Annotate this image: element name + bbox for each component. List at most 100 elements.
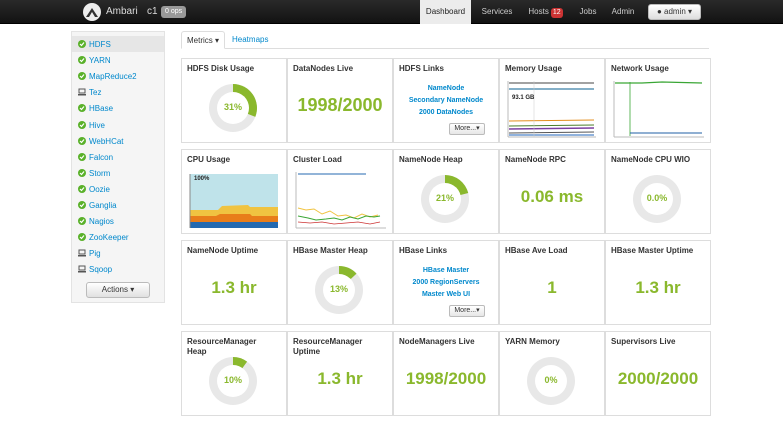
pie-percent-label: 0.0% [646, 193, 668, 203]
sidebar-item-webhcat[interactable]: WebHCat [72, 133, 164, 149]
sidebar-item-mapreduce2[interactable]: MapReduce2 [72, 68, 164, 84]
link-secondary-namenode[interactable]: Secondary NameNode [408, 97, 484, 104]
user-menu-button[interactable]: ● admin ▾ [648, 4, 701, 20]
widget-resourcemanager-uptime[interactable]: ResourceManager Uptime 1.3 hr [287, 331, 393, 416]
nav-tab-dashboard[interactable]: Dashboard [420, 0, 471, 24]
sidebar-item-hbase[interactable]: HBase [72, 100, 164, 116]
widget-cluster-load[interactable]: Cluster Load [287, 149, 393, 234]
widget-yarn-memory[interactable]: YARN Memory 0% [499, 331, 605, 416]
widget-title: YARN Memory [505, 337, 560, 346]
sidebar-item-label: Nagios [89, 217, 114, 227]
sidebar-item-yarn[interactable]: YARN [72, 52, 164, 68]
widget-title: Memory Usage [505, 64, 562, 73]
user-icon: ● [656, 7, 662, 16]
pie-percent-label: 21% [435, 193, 454, 203]
widget-hdfs-links[interactable]: HDFS Links NameNode Secondary NameNode 2… [393, 58, 499, 143]
widget-cpu-usage[interactable]: CPU Usage 100% [181, 149, 287, 234]
widget-nodemanagers-live[interactable]: NodeManagers Live 1998/2000 [393, 331, 499, 416]
nav-tab-jobs[interactable]: Jobs [579, 7, 597, 16]
pie-percent-label: 31% [223, 102, 242, 112]
sidebar-item-hive[interactable]: Hive [72, 117, 164, 133]
pie-percent-label: 13% [329, 284, 348, 294]
check-circle-icon [78, 152, 86, 161]
widget-namenode-uptime[interactable]: NameNode Uptime 1.3 hr [181, 240, 287, 325]
memory-usage-chart [507, 81, 596, 138]
namenode-uptime-value: 1.3 hr [211, 278, 257, 297]
check-circle-icon [78, 40, 86, 48]
sidebar-item-label: HBase [89, 104, 114, 114]
resourcemanager-uptime-value: 1.3 hr [317, 369, 363, 388]
hbase-master-uptime-value: 1.3 hr [635, 278, 681, 297]
widget-supervisors-live[interactable]: Supervisors Live 2000/2000 [605, 331, 711, 416]
check-circle-icon [78, 217, 86, 226]
tab-metrics[interactable]: Metrics ▾ [181, 31, 226, 49]
pie-percent-label: 0% [544, 375, 558, 385]
actions-button[interactable]: Actions ▾ [86, 282, 150, 298]
tabs-divider [181, 48, 709, 49]
cpu-usage-annotation: 100% [194, 176, 210, 182]
namenode-cpu-wio-pie: 0.0% [632, 174, 682, 224]
link-regionservers[interactable]: 2000 RegionServers [412, 279, 480, 286]
link-master-web-ui[interactable]: Master Web UI [421, 291, 471, 298]
brand-name[interactable]: Ambari [106, 6, 138, 17]
sidebar-item-tez[interactable]: Tez [72, 84, 164, 100]
background-ops-badge[interactable]: 0 ops [161, 6, 187, 18]
caret-down-icon: ▾ [130, 285, 135, 294]
link-namenode[interactable]: NameNode [427, 85, 465, 92]
widget-hbase-ave-load[interactable]: HBase Ave Load 1 [499, 240, 605, 325]
widget-title: DataNodes Live [293, 64, 354, 73]
sidebar-item-label: ZooKeeper [89, 233, 129, 243]
sidebar-item-hdfs[interactable]: HDFS [72, 36, 164, 52]
widget-datanodes-live[interactable]: DataNodes Live 1998/2000 [287, 58, 393, 143]
sidebar-item-label: Tez [89, 88, 102, 98]
check-circle-icon [78, 56, 86, 65]
more-button[interactable]: More...▾ [449, 305, 485, 317]
link-hbase-master[interactable]: HBase Master [422, 267, 470, 274]
sidebar-item-pig[interactable]: Pig [72, 245, 164, 261]
sidebar-item-label: WebHCat [89, 136, 124, 146]
widget-title: HBase Master Heap [293, 246, 368, 255]
widget-memory-usage[interactable]: Memory Usage 93.1 GB [499, 58, 605, 143]
sidebar-item-label: Falcon [89, 152, 114, 162]
more-button[interactable]: More...▾ [449, 123, 485, 135]
sidebar-item-label: Oozie [89, 184, 110, 194]
check-circle-icon [78, 168, 86, 177]
namenode-heap-pie: 21% [420, 174, 470, 224]
sidebar-item-oozie[interactable]: Oozie [72, 181, 164, 197]
widget-resourcemanager-heap[interactable]: ResourceManager Heap 10% [181, 331, 287, 416]
widget-namenode-cpu-wio[interactable]: NameNode CPU WIO 0.0% [605, 149, 711, 234]
nav-tab-services[interactable]: Services [481, 7, 513, 16]
ambari-logo-icon[interactable] [83, 3, 101, 21]
hbase-ave-load-value: 1 [547, 278, 557, 297]
cluster-name[interactable]: c1 [147, 6, 158, 17]
nav-tab-hosts[interactable]: Hosts 12 [528, 7, 563, 18]
widget-hdfs-disk-usage[interactable]: HDFS Disk Usage 31% [181, 58, 287, 143]
laptop-icon [78, 88, 86, 96]
check-circle-icon [78, 72, 86, 81]
sidebar-item-nagios[interactable]: Nagios [72, 213, 164, 229]
widget-title: HBase Ave Load [505, 246, 568, 255]
widget-network-usage[interactable]: Network Usage [605, 58, 711, 143]
link-datanodes[interactable]: 2000 DataNodes [418, 109, 474, 116]
widget-hbase-master-heap[interactable]: HBase Master Heap 13% [287, 240, 393, 325]
sidebar-item-zookeeper[interactable]: ZooKeeper [72, 229, 164, 245]
caret-down-icon: ▾ [476, 307, 480, 314]
widget-namenode-rpc[interactable]: NameNode RPC 0.06 ms [499, 149, 605, 234]
yarn-memory-pie: 0% [526, 356, 576, 406]
widget-hbase-links[interactable]: HBase Links HBase Master 2000 RegionServ… [393, 240, 499, 325]
nav-tab-admin[interactable]: Admin [611, 7, 635, 16]
sidebar-item-ganglia[interactable]: Ganglia [72, 197, 164, 213]
widget-namenode-heap[interactable]: NameNode Heap 21% [393, 149, 499, 234]
widget-hbase-master-uptime[interactable]: HBase Master Uptime 1.3 hr [605, 240, 711, 325]
sidebar-item-storm[interactable]: Storm [72, 165, 164, 181]
tab-heatmaps[interactable]: Heatmaps [232, 35, 269, 44]
widget-title: NameNode Uptime [187, 246, 259, 255]
widget-title: NameNode Heap [399, 155, 463, 164]
check-circle-icon [78, 201, 86, 209]
nodemanagers-live-value: 1998/2000 [405, 369, 487, 388]
widget-title: NameNode RPC [505, 155, 566, 164]
datanodes-live-value: 1998/2000 [297, 95, 383, 115]
sidebar-item-falcon[interactable]: Falcon [72, 149, 164, 165]
sidebar-item-label: Hive [89, 120, 106, 130]
sidebar-item-sqoop[interactable]: Sqoop [72, 261, 164, 277]
